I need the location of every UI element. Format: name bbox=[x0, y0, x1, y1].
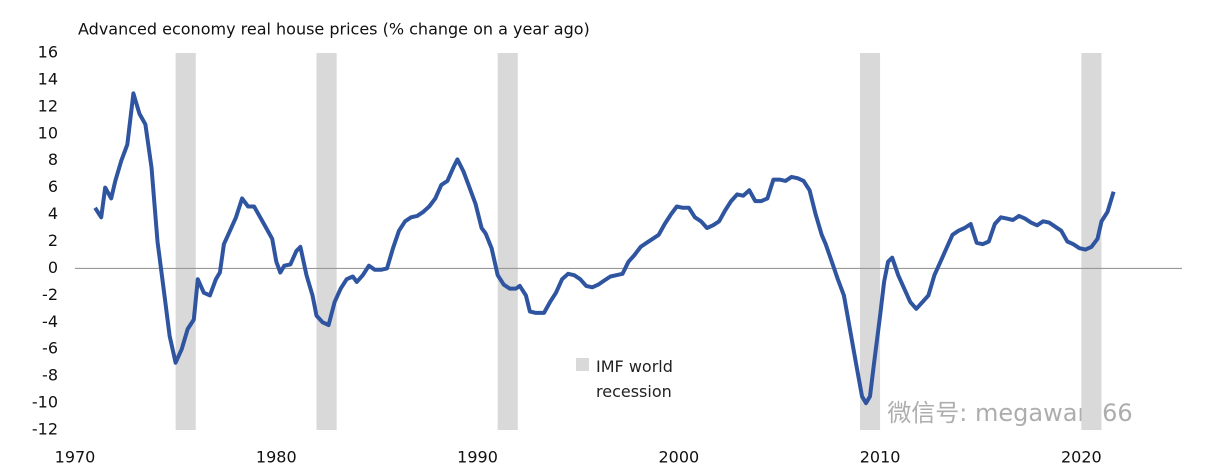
y-tick-label: -2 bbox=[42, 285, 58, 304]
y-tick-label: 12 bbox=[38, 96, 58, 115]
recession-band bbox=[316, 53, 337, 430]
y-tick-label: 2 bbox=[48, 231, 58, 250]
legend-swatch bbox=[576, 358, 589, 371]
x-tick-label: 2000 bbox=[658, 448, 699, 467]
recession-band bbox=[497, 53, 518, 430]
recession-band bbox=[859, 53, 881, 430]
x-tick-label: 2010 bbox=[860, 448, 901, 467]
y-tick-label: 6 bbox=[48, 177, 58, 196]
x-tick-label: 2020 bbox=[1061, 448, 1102, 467]
y-tick-label: 4 bbox=[48, 204, 58, 223]
legend: IMF world recession bbox=[576, 354, 696, 404]
y-tick-label: 10 bbox=[38, 123, 58, 142]
x-tick-label: 1970 bbox=[55, 448, 96, 467]
y-tick-label: -6 bbox=[42, 339, 58, 358]
y-tick-label: -4 bbox=[42, 312, 58, 331]
series-line bbox=[93, 91, 1116, 406]
x-tick-label: 1980 bbox=[256, 448, 297, 467]
recession-band bbox=[1081, 53, 1102, 430]
y-tick-label: -10 bbox=[32, 393, 58, 412]
y-tick-label: 14 bbox=[38, 69, 58, 88]
x-tick-label: 1990 bbox=[457, 448, 498, 467]
recession-band bbox=[175, 53, 196, 430]
y-tick-label: -8 bbox=[42, 366, 58, 385]
y-tick-label: 0 bbox=[48, 258, 58, 277]
chart-title: Advanced economy real house prices (% ch… bbox=[78, 20, 590, 39]
legend-label: IMF world recession bbox=[596, 357, 673, 401]
y-tick-label: 16 bbox=[38, 43, 58, 62]
y-tick-label: 8 bbox=[48, 150, 58, 169]
y-tick-label: -12 bbox=[32, 420, 58, 439]
